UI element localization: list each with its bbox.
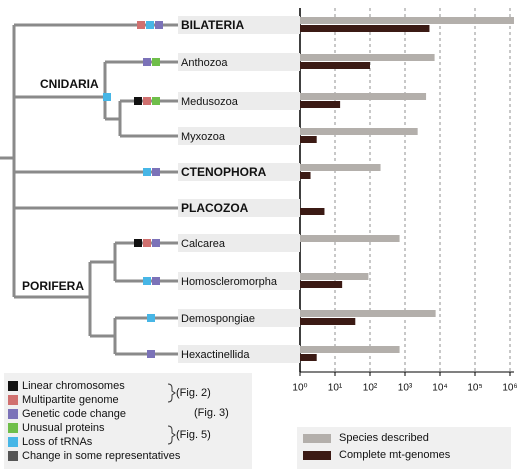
category-label: Medusozoa bbox=[181, 96, 239, 108]
category-label: Anthozoa bbox=[181, 57, 228, 69]
character-marker bbox=[147, 350, 155, 358]
label-box bbox=[178, 199, 300, 217]
bar bbox=[300, 273, 369, 280]
bar bbox=[300, 93, 427, 100]
bar bbox=[300, 354, 317, 361]
character-marker bbox=[152, 277, 160, 285]
category-label: Homoscleromorpha bbox=[181, 276, 278, 288]
tree bbox=[0, 23, 178, 356]
figure-ref: (Fig. 5) bbox=[176, 429, 211, 441]
character-marker bbox=[152, 168, 160, 176]
character-marker bbox=[103, 93, 111, 101]
character-marker bbox=[134, 97, 142, 105]
character-marker bbox=[143, 97, 151, 105]
legend-swatch bbox=[8, 437, 18, 447]
group-label: PORIFERA bbox=[22, 279, 84, 293]
legend-label: Multipartite genome bbox=[22, 394, 119, 406]
label-box bbox=[178, 163, 300, 181]
bar bbox=[300, 281, 343, 288]
legend-label: Species described bbox=[339, 432, 429, 444]
character-marker bbox=[152, 58, 160, 66]
category-label: PLACOZOA bbox=[181, 201, 249, 215]
series-legend-box bbox=[297, 427, 511, 469]
legend-label: Linear chromosomes bbox=[22, 380, 125, 392]
bar bbox=[300, 25, 430, 32]
label-box bbox=[178, 127, 300, 145]
x-tick-label: 10³ bbox=[398, 383, 413, 394]
bar bbox=[300, 62, 370, 69]
character-marker bbox=[143, 277, 151, 285]
x-tick-label: 10⁰ bbox=[292, 383, 307, 394]
legend-label: Complete mt-genomes bbox=[339, 449, 451, 461]
legend-label: Change in some representatives bbox=[22, 450, 181, 462]
bar bbox=[300, 164, 381, 171]
bar bbox=[300, 101, 341, 108]
bar bbox=[300, 172, 311, 179]
label-box bbox=[178, 92, 300, 110]
x-tick-label: 10¹ bbox=[328, 383, 343, 394]
legend-swatch bbox=[8, 381, 18, 391]
figure-ref: (Fig. 2) bbox=[176, 387, 211, 399]
legend-swatch bbox=[303, 451, 331, 460]
character-legend-box bbox=[4, 373, 252, 469]
character-marker bbox=[143, 239, 151, 247]
category-label: BILATERIA bbox=[181, 18, 244, 32]
bar bbox=[300, 54, 435, 61]
character-marker bbox=[146, 21, 154, 29]
bar bbox=[300, 17, 514, 24]
label-box bbox=[178, 345, 300, 363]
x-tick-label: 10⁶ bbox=[502, 383, 517, 394]
legend-swatch bbox=[8, 451, 18, 461]
label-box bbox=[178, 234, 300, 252]
bar bbox=[300, 346, 400, 353]
bar bbox=[300, 136, 317, 143]
group-label: CNIDARIA bbox=[40, 77, 99, 91]
legend-brace bbox=[167, 383, 176, 445]
x-tick-label: 10² bbox=[363, 383, 378, 394]
character-marker bbox=[137, 21, 145, 29]
bar bbox=[300, 128, 418, 135]
character-marker bbox=[143, 58, 151, 66]
category-label: Hexactinellida bbox=[181, 349, 250, 361]
x-tick-label: 10⁵ bbox=[467, 383, 482, 394]
category-label: CTENOPHORA bbox=[181, 165, 267, 179]
tree-branches bbox=[0, 23, 178, 356]
label-box bbox=[178, 16, 300, 34]
legend-label: Loss of tRNAs bbox=[22, 436, 93, 448]
label-box bbox=[178, 272, 300, 290]
label-box bbox=[178, 309, 300, 327]
character-marker bbox=[152, 97, 160, 105]
character-marker bbox=[134, 239, 142, 247]
x-tick-label: 10⁴ bbox=[432, 383, 447, 394]
category-label: Calcarea bbox=[181, 238, 226, 250]
legend-swatch bbox=[303, 434, 331, 443]
label-box bbox=[178, 53, 300, 71]
bar bbox=[300, 208, 325, 215]
category-label: Demospongiae bbox=[181, 313, 255, 325]
character-marker bbox=[155, 21, 163, 29]
character-marker bbox=[152, 239, 160, 247]
character-marker bbox=[147, 314, 155, 322]
legend-label: Genetic code change bbox=[22, 408, 126, 420]
figure-ref: (Fig. 3) bbox=[194, 407, 229, 419]
legend-label: Unusual proteins bbox=[22, 422, 105, 434]
category-label: Myxozoa bbox=[181, 131, 226, 143]
character-marker bbox=[143, 168, 151, 176]
bar bbox=[300, 235, 400, 242]
bar bbox=[300, 318, 356, 325]
legend-swatch bbox=[8, 409, 18, 419]
bar bbox=[300, 310, 436, 317]
legend-swatch bbox=[8, 423, 18, 433]
legend-swatch bbox=[8, 395, 18, 405]
